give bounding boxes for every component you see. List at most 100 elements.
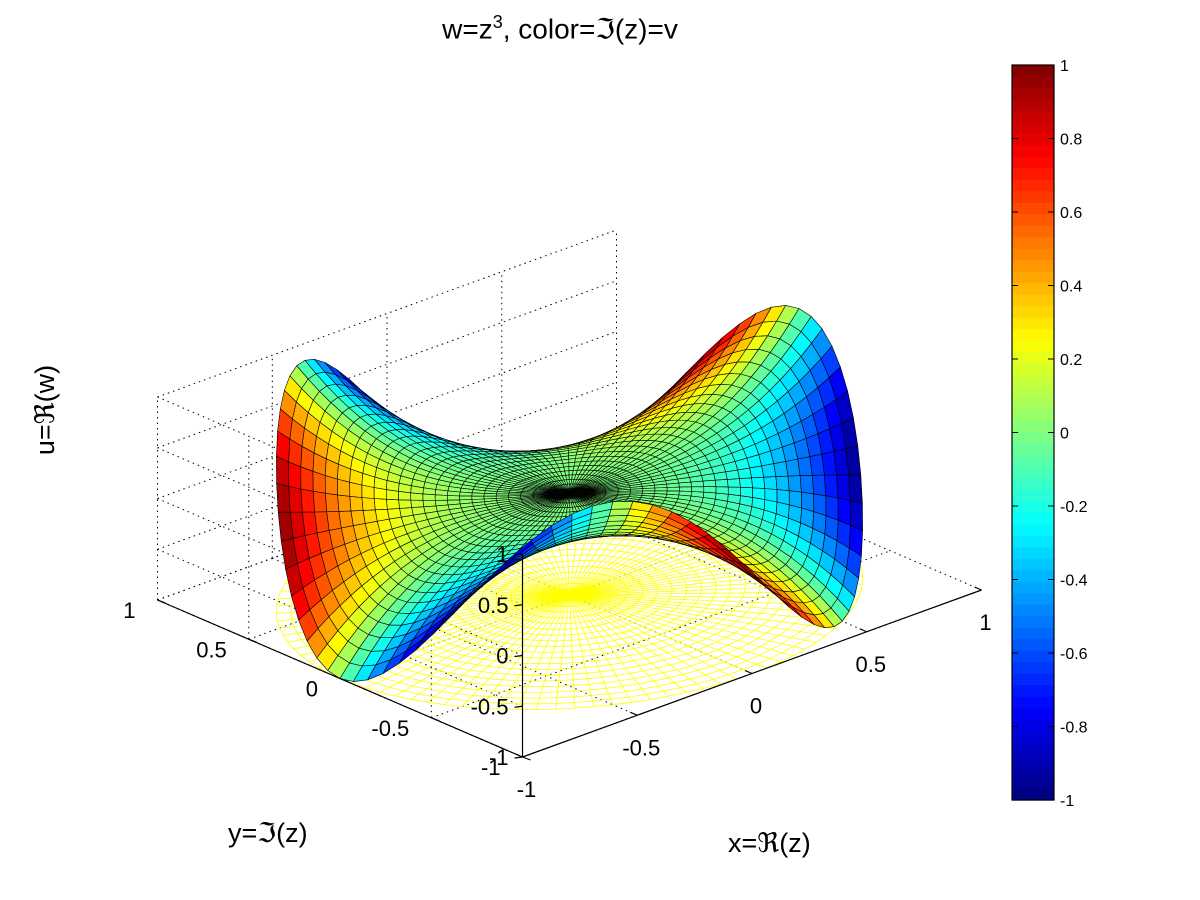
surface-patch bbox=[471, 492, 485, 497]
x-tick-label: 1 bbox=[979, 610, 991, 635]
surface-patch bbox=[300, 488, 315, 513]
surface-patch bbox=[447, 495, 460, 501]
surface-mesh bbox=[276, 305, 863, 682]
y-tick-label: 0 bbox=[306, 677, 318, 702]
colorbar-tick-label: 0.4 bbox=[1060, 279, 1082, 296]
surface-patch bbox=[361, 497, 376, 511]
surface-patch bbox=[276, 483, 291, 513]
colorbar-tick-label: 0 bbox=[1060, 426, 1069, 443]
surface-patch bbox=[289, 365, 309, 389]
surface-patch bbox=[666, 486, 680, 492]
surface-patch bbox=[788, 490, 802, 509]
z-tick-label: 0.5 bbox=[478, 593, 509, 618]
surface-patch bbox=[642, 487, 656, 492]
surface-patch bbox=[607, 514, 628, 522]
surface-patch bbox=[739, 477, 753, 489]
surface-patch bbox=[373, 498, 388, 511]
surface-patch bbox=[566, 507, 571, 513]
surface-patch bbox=[763, 476, 778, 490]
surface-patch bbox=[325, 492, 340, 513]
x-axis-label: x=ℜ(z) bbox=[728, 828, 811, 858]
colorbar-tick-label: -0.6 bbox=[1060, 646, 1088, 663]
surface-patch bbox=[563, 466, 570, 472]
surface-patch bbox=[679, 486, 692, 492]
surface-patch bbox=[564, 470, 570, 476]
z-tick-label: -0.5 bbox=[471, 694, 509, 719]
title-prefix: w=z bbox=[442, 13, 493, 45]
colorbar-tick-label: 0.8 bbox=[1060, 132, 1082, 149]
z-tick-label: 1 bbox=[496, 542, 508, 567]
surface-patch bbox=[337, 494, 352, 512]
surface-patch bbox=[714, 479, 729, 488]
surface-patch bbox=[666, 482, 680, 488]
surface-patch bbox=[690, 480, 705, 488]
surface-patch bbox=[447, 490, 461, 497]
surface-patch bbox=[654, 487, 668, 492]
surface-patch bbox=[387, 508, 402, 520]
surface-patch bbox=[775, 475, 790, 492]
axes-frame bbox=[157, 553, 982, 761]
surface-patch bbox=[608, 508, 631, 517]
colorbar-tick-label: 0.6 bbox=[1060, 205, 1082, 222]
y-tick-label: -0.5 bbox=[371, 716, 409, 741]
surface-patch bbox=[610, 501, 634, 510]
surface-patch bbox=[787, 475, 802, 493]
colorbar: 1 0.8 0.6 0.4 0.2 0 -0.2 -0.4 -0.6 -0.8 -1 bbox=[1011, 58, 1088, 810]
surface-patch bbox=[399, 507, 414, 518]
colorbar-tick-label: 0.2 bbox=[1060, 352, 1082, 369]
surface-patch bbox=[350, 510, 366, 526]
surface-patch bbox=[410, 499, 425, 508]
surface-patch bbox=[434, 494, 448, 501]
surface-patch bbox=[312, 490, 328, 513]
surface-patch bbox=[751, 476, 766, 489]
y-axis-label: y=ℑ(z) bbox=[228, 818, 308, 848]
surface-patch bbox=[801, 491, 815, 512]
surface-patch bbox=[824, 474, 839, 499]
colorbar-tick-label: 1 bbox=[1060, 58, 1069, 75]
surface-patch bbox=[752, 487, 766, 500]
chart-title: w=z3, color=ℑ(z)=v bbox=[330, 12, 790, 45]
colorbar-tick-label: -0.2 bbox=[1060, 499, 1088, 516]
x-tick-label: -0.5 bbox=[622, 735, 660, 760]
colorbar-tick-label: -0.4 bbox=[1060, 573, 1088, 590]
surface-patch bbox=[848, 474, 863, 504]
surface-patch bbox=[349, 495, 364, 512]
surface-patch bbox=[702, 479, 717, 488]
surface-patch bbox=[727, 486, 741, 497]
z-axis-label: u=ℜ(w) bbox=[30, 364, 60, 456]
surface-patch bbox=[764, 488, 778, 503]
colorbar-tick-label: -1 bbox=[1060, 793, 1074, 810]
title-exponent: 3 bbox=[492, 12, 503, 32]
y-tick-label: -1 bbox=[481, 755, 501, 780]
surface-patch bbox=[678, 481, 692, 488]
surface-patch bbox=[398, 499, 413, 509]
z-tick-label: -1 bbox=[489, 745, 509, 770]
surface-patch bbox=[374, 508, 390, 522]
x-tick-label: -1 bbox=[517, 777, 537, 802]
surface-patch bbox=[776, 489, 790, 506]
z-tick-label: 0 bbox=[496, 644, 508, 669]
surface-patch bbox=[386, 498, 400, 510]
surface-patch bbox=[288, 486, 303, 513]
surface-patch bbox=[811, 474, 827, 497]
surface-patch bbox=[837, 497, 851, 526]
surface-patch bbox=[434, 489, 449, 496]
surface-patch bbox=[726, 478, 741, 488]
colorbar-tick-label: -0.8 bbox=[1060, 720, 1088, 737]
y-tick-label: 0.5 bbox=[196, 637, 227, 662]
surface-patch bbox=[813, 493, 827, 517]
surface-patch bbox=[629, 501, 654, 512]
x-tick-label: 0 bbox=[750, 694, 762, 719]
surface-patch bbox=[849, 500, 863, 532]
x-tick-label: 0.5 bbox=[856, 652, 887, 677]
surface-patch bbox=[799, 474, 814, 495]
y-tick-label: 1 bbox=[123, 598, 135, 623]
surface-patch bbox=[483, 493, 497, 497]
surface-patch bbox=[565, 474, 570, 481]
surface-patch bbox=[362, 509, 378, 524]
surface-patch bbox=[825, 495, 839, 521]
surface-patch bbox=[836, 474, 851, 501]
